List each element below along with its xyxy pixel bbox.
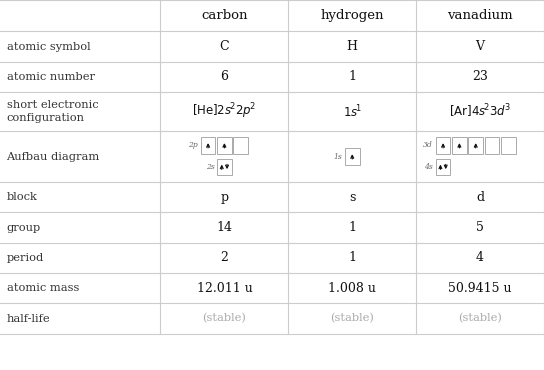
- Text: 2: 2: [220, 251, 228, 265]
- Text: 4: 4: [476, 251, 484, 265]
- Text: C: C: [220, 40, 229, 53]
- Text: 12.011 u: 12.011 u: [196, 282, 252, 295]
- Bar: [217, 159, 232, 175]
- Text: 14: 14: [217, 221, 232, 234]
- Bar: [468, 137, 483, 154]
- Text: 1.008 u: 1.008 u: [328, 282, 376, 295]
- Text: atomic symbol: atomic symbol: [7, 41, 90, 52]
- Text: 2s: 2s: [206, 163, 214, 171]
- Bar: [217, 137, 232, 154]
- Text: V: V: [475, 40, 485, 53]
- Text: $\mathrm{1}s^{\!1}$: $\mathrm{1}s^{\!1}$: [343, 103, 362, 120]
- Bar: [436, 159, 450, 175]
- Text: (stable): (stable): [330, 313, 374, 324]
- Text: 3d: 3d: [423, 141, 433, 149]
- Text: 2p: 2p: [188, 141, 198, 149]
- Text: block: block: [7, 192, 38, 202]
- Text: 1: 1: [348, 70, 356, 84]
- Bar: [501, 137, 516, 154]
- Text: $\mathrm{[He]2}s^{\!2}\mathrm{2}p^{\!2}$: $\mathrm{[He]2}s^{\!2}\mathrm{2}p^{\!2}$: [193, 102, 256, 121]
- Bar: [452, 137, 467, 154]
- Text: atomic mass: atomic mass: [7, 283, 79, 293]
- Text: 6: 6: [220, 70, 228, 84]
- Text: (stable): (stable): [458, 313, 502, 324]
- Text: 1: 1: [348, 221, 356, 234]
- Text: Aufbau diagram: Aufbau diagram: [7, 151, 100, 162]
- Text: 5: 5: [476, 221, 484, 234]
- Text: 1s: 1s: [333, 152, 342, 161]
- Bar: [345, 148, 360, 165]
- Text: short electronic
configuration: short electronic configuration: [7, 100, 98, 123]
- Text: half-life: half-life: [7, 313, 50, 324]
- Text: H: H: [347, 40, 358, 53]
- Text: 4s: 4s: [424, 163, 433, 171]
- Text: carbon: carbon: [201, 9, 248, 22]
- Text: 50.9415 u: 50.9415 u: [448, 282, 512, 295]
- Text: 23: 23: [472, 70, 488, 84]
- Text: group: group: [7, 222, 41, 233]
- Bar: [233, 137, 248, 154]
- Bar: [485, 137, 499, 154]
- Text: atomic number: atomic number: [7, 72, 95, 82]
- Text: period: period: [7, 253, 44, 263]
- Text: vanadium: vanadium: [447, 9, 513, 22]
- Bar: [436, 137, 450, 154]
- Text: (stable): (stable): [202, 313, 246, 324]
- Text: $\mathrm{[Ar]4}s^{\!2}\mathrm{3}d^{\!3}$: $\mathrm{[Ar]4}s^{\!2}\mathrm{3}d^{\!3}$: [449, 103, 511, 120]
- Bar: [201, 137, 215, 154]
- Text: p: p: [220, 191, 228, 204]
- Text: s: s: [349, 191, 355, 204]
- Text: hydrogen: hydrogen: [320, 9, 384, 22]
- Text: 1: 1: [348, 251, 356, 265]
- Text: d: d: [476, 191, 484, 204]
